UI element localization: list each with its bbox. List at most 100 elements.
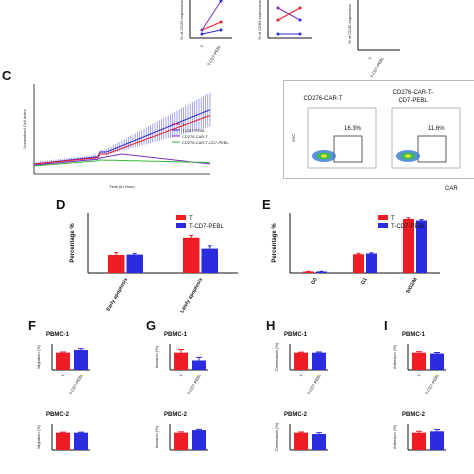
x-tick-label: G0	[310, 277, 319, 286]
legend-swatch	[378, 223, 388, 228]
x-tick-label: S/G2/M	[405, 277, 419, 295]
connector-line	[201, 0, 222, 31]
legend-swatch	[176, 223, 186, 228]
density-peak	[321, 154, 327, 158]
y-axis-label: Adhesion (%)	[392, 424, 397, 449]
data-point	[276, 6, 280, 10]
bar	[312, 352, 326, 370]
y-axis-label: Migration (%)	[36, 344, 41, 368]
data-point	[276, 32, 280, 36]
data-point	[298, 32, 302, 36]
x-tick-label: Early apoptosis	[105, 277, 129, 312]
x-tick-label: G1	[360, 277, 369, 286]
panel-title: PBMC-1	[284, 332, 308, 338]
flow-y-axis: SSC	[291, 134, 296, 142]
bar-t	[403, 219, 414, 273]
bar	[174, 432, 188, 450]
panel-label-h: H	[266, 318, 276, 333]
x-tick-label: T-CD7-PEBL	[424, 372, 440, 395]
panel-title: PBMC-1	[46, 332, 70, 338]
y-axis-label: Chemotaxis (%)	[274, 342, 279, 371]
apoptosis-bar-chart: Percentage % Early apoptosis Lately apopto…	[70, 213, 238, 314]
bar-t	[183, 237, 200, 273]
legend-label: T-CD7-PEBL	[189, 224, 224, 230]
bar-t-cd7-pebl	[416, 220, 427, 273]
legend-label: T	[391, 216, 395, 222]
panel-title: PBMC-2	[402, 412, 426, 418]
bar-t-cd7-pebl	[126, 254, 143, 273]
bar	[412, 432, 426, 450]
bar	[312, 434, 326, 450]
x-tick-label: T-CD7-PEBL	[306, 372, 322, 395]
bar	[412, 352, 426, 370]
legend-label: CD276-CAR-T-CD7-PEBL	[182, 140, 229, 145]
bar	[74, 432, 88, 450]
x-tick-label: T	[178, 373, 184, 378]
legend-label: T	[182, 122, 185, 127]
y-axis-label: Percentage %	[70, 223, 76, 263]
x-tick-label: T	[199, 44, 205, 49]
x-axis-label: Time (in Hour)	[109, 184, 135, 189]
flow-cytometry-plots: CD276-CAR-T CD276-CAR-T- CD7-PEBL 16.3% 11.6…	[291, 90, 461, 192]
data-point	[200, 32, 204, 36]
data-point	[298, 18, 302, 22]
y-axis-label: Invasion (%)	[154, 425, 159, 448]
bar	[430, 353, 444, 370]
x-tick-label: T	[60, 373, 66, 378]
data-point	[219, 20, 223, 24]
gate-rectangle	[333, 135, 363, 163]
sample-title-1: CD276-CAR-T	[303, 96, 342, 102]
y-axis-label: % of CD25 expression	[179, 0, 184, 40]
bar	[294, 352, 308, 370]
legend-label: CD276-CAR-T	[182, 134, 209, 139]
y-axis-label: Adhesion (%)	[392, 344, 397, 369]
y-axis-label: % of CD45 expression	[347, 4, 352, 44]
sample-title-2a: CD276-CAR-T-	[393, 90, 434, 96]
data-point	[219, 0, 223, 3]
y-axis-label: Chemotaxis (%)	[274, 422, 279, 451]
data-point	[298, 6, 302, 10]
legend-swatch	[378, 215, 388, 220]
bar-t	[303, 271, 314, 273]
panel-title: PBMC-2	[164, 412, 188, 418]
x-tick-label: T-CD7-PEBL	[68, 372, 84, 395]
panel-label-i: I	[384, 318, 388, 333]
bar-t-cd7-pebl	[316, 271, 327, 273]
bar-t	[108, 255, 125, 273]
x-tick-label: T-CD7-PEBL	[186, 372, 202, 395]
legend-swatch	[176, 215, 186, 220]
x-tick-label: T-CD7-PEBL	[206, 43, 222, 66]
connector-line	[201, 29, 222, 35]
bar	[56, 432, 70, 450]
panel-title: PBMC-1	[402, 332, 426, 338]
bar	[430, 431, 444, 450]
y-axis-label: Percentage %	[272, 223, 278, 263]
panel-title: PBMC-2	[284, 412, 308, 418]
data-point	[219, 28, 223, 32]
legend-label: T	[189, 216, 193, 222]
bar-t-cd7-pebl	[201, 248, 218, 273]
y-axis-label: Migration (%)	[36, 424, 41, 448]
gate-rectangle	[417, 135, 447, 163]
sample-title-2b: CD7-PEBL	[398, 98, 428, 104]
connector-line	[277, 7, 301, 21]
density-peak	[405, 154, 411, 158]
x-tick-label: T	[367, 56, 373, 61]
y-axis-label: % of CD69 expression	[257, 0, 262, 40]
series-line-car-t	[33, 153, 211, 166]
panel-label-d: D	[56, 197, 66, 212]
panel-label-c: C	[2, 68, 12, 83]
connector-line	[201, 21, 222, 31]
bar	[294, 432, 308, 450]
panel-label-g: G	[146, 318, 157, 333]
data-point	[200, 28, 204, 32]
series-line-car-t-pebl	[33, 159, 210, 167]
bar-t	[353, 254, 364, 273]
bar-t-cd7-pebl	[366, 253, 377, 273]
panel-label-e: E	[262, 197, 271, 212]
gate-percentage: 16.3%	[344, 126, 362, 132]
gate-percentage: 11.6%	[428, 126, 445, 132]
flow-x-axis: CAR	[445, 186, 458, 192]
